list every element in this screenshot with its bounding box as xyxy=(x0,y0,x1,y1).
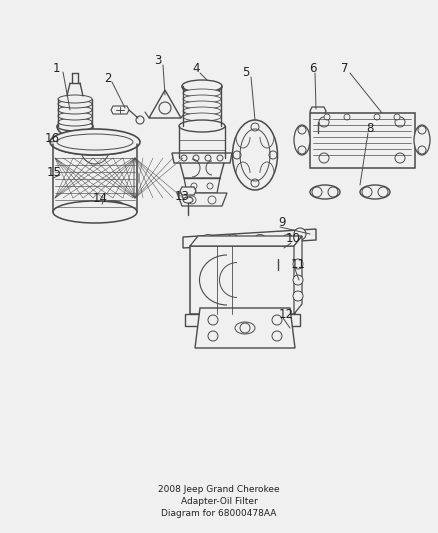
Ellipse shape xyxy=(255,235,265,241)
Ellipse shape xyxy=(203,235,213,241)
Text: Diagram for 68000478AA: Diagram for 68000478AA xyxy=(161,510,277,519)
Polygon shape xyxy=(184,178,220,193)
Circle shape xyxy=(136,116,144,124)
Circle shape xyxy=(293,275,303,285)
Circle shape xyxy=(293,291,303,301)
Polygon shape xyxy=(177,193,227,206)
Text: 12: 12 xyxy=(279,308,293,320)
Polygon shape xyxy=(270,244,286,252)
Polygon shape xyxy=(195,308,295,348)
Text: 11: 11 xyxy=(290,257,305,271)
Ellipse shape xyxy=(50,129,140,155)
Text: 10: 10 xyxy=(286,231,300,245)
Ellipse shape xyxy=(312,116,324,122)
Bar xyxy=(190,246,295,314)
Circle shape xyxy=(294,228,306,240)
Ellipse shape xyxy=(183,107,221,115)
Polygon shape xyxy=(183,229,316,248)
Text: 9: 9 xyxy=(278,215,286,229)
Text: Adapter-Oil Filter: Adapter-Oil Filter xyxy=(180,497,258,506)
Ellipse shape xyxy=(183,197,193,203)
Polygon shape xyxy=(310,107,326,115)
Text: 8: 8 xyxy=(366,122,374,134)
Polygon shape xyxy=(294,236,302,314)
Ellipse shape xyxy=(183,95,221,103)
Circle shape xyxy=(293,259,303,269)
Ellipse shape xyxy=(183,89,221,97)
Polygon shape xyxy=(190,236,302,246)
Ellipse shape xyxy=(183,113,221,121)
Bar xyxy=(310,113,415,168)
Text: 2: 2 xyxy=(104,71,112,85)
Text: 14: 14 xyxy=(92,191,107,205)
Circle shape xyxy=(324,114,330,120)
Text: 15: 15 xyxy=(46,166,61,179)
Circle shape xyxy=(362,187,372,197)
Ellipse shape xyxy=(179,120,225,132)
Ellipse shape xyxy=(57,121,93,131)
Text: 2008 Jeep Grand Cherokee: 2008 Jeep Grand Cherokee xyxy=(158,486,280,495)
Text: 5: 5 xyxy=(242,66,250,78)
Text: 7: 7 xyxy=(341,61,349,75)
Ellipse shape xyxy=(273,253,283,259)
Polygon shape xyxy=(180,187,196,195)
Ellipse shape xyxy=(414,125,430,155)
Ellipse shape xyxy=(53,201,137,223)
Bar xyxy=(185,314,300,326)
Text: 6: 6 xyxy=(309,61,317,75)
Polygon shape xyxy=(172,153,232,163)
Ellipse shape xyxy=(58,95,92,103)
Circle shape xyxy=(378,187,388,197)
Ellipse shape xyxy=(233,120,278,190)
Ellipse shape xyxy=(58,118,92,126)
Circle shape xyxy=(312,187,322,197)
Ellipse shape xyxy=(58,100,92,108)
Ellipse shape xyxy=(53,133,137,155)
Ellipse shape xyxy=(58,106,92,114)
Ellipse shape xyxy=(183,101,221,109)
Ellipse shape xyxy=(360,185,390,199)
Ellipse shape xyxy=(294,125,310,155)
Text: 1: 1 xyxy=(52,61,60,75)
Text: 3: 3 xyxy=(154,53,162,67)
Ellipse shape xyxy=(58,112,92,120)
Circle shape xyxy=(344,114,350,120)
Ellipse shape xyxy=(99,201,125,213)
Text: 13: 13 xyxy=(175,190,190,203)
Ellipse shape xyxy=(228,235,238,241)
Ellipse shape xyxy=(283,235,293,241)
Circle shape xyxy=(394,114,400,120)
Ellipse shape xyxy=(310,185,340,199)
Text: 4: 4 xyxy=(192,61,200,75)
Circle shape xyxy=(374,114,380,120)
Polygon shape xyxy=(149,90,181,118)
Ellipse shape xyxy=(182,80,222,92)
Circle shape xyxy=(328,187,338,197)
Text: 16: 16 xyxy=(45,132,60,144)
Polygon shape xyxy=(111,106,129,114)
